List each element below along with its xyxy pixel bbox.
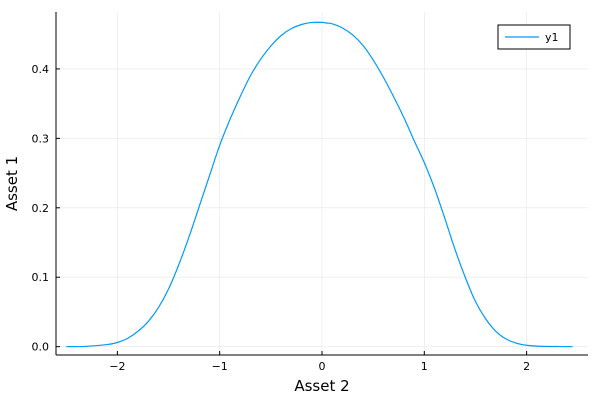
x-tick-label-3: 1 <box>421 360 428 373</box>
grid <box>56 12 588 355</box>
legend: y1 <box>497 24 571 50</box>
y-tick-label-2: 0.2 <box>32 202 50 215</box>
x-axis-title: Asset 2 <box>294 377 349 395</box>
ticks: −2 −1 0 1 2 0.0 0.1 0.2 0.3 0.4 <box>32 63 531 373</box>
y-tick-label-1: 0.1 <box>32 271 50 284</box>
y-tick-label-4: 0.4 <box>32 63 50 76</box>
x-tick-label-2: 0 <box>319 360 326 373</box>
x-tick-label-4: 2 <box>523 360 530 373</box>
legend-label-y1: y1 <box>545 31 559 44</box>
y-axis-title: Asset 1 <box>3 156 21 211</box>
x-tick-label-0: −2 <box>109 360 125 373</box>
y-tick-label-3: 0.3 <box>32 132 50 145</box>
series-line-y1 <box>66 21 573 348</box>
x-tick-label-1: −1 <box>212 360 228 373</box>
y-tick-label-0: 0.0 <box>32 341 50 354</box>
series-layer <box>66 21 573 348</box>
